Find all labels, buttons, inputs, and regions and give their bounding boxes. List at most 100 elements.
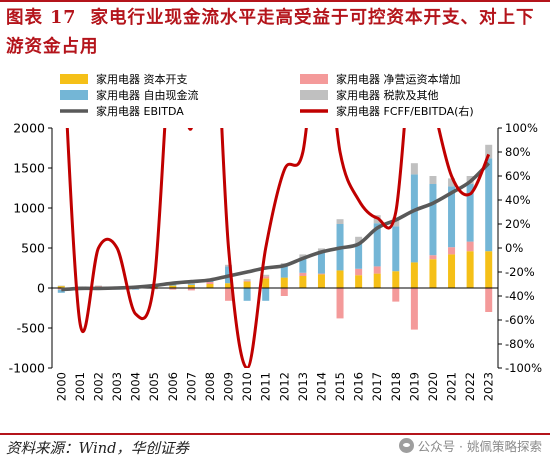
bar-fcf-2010 [243, 288, 251, 301]
bar-fcf-2000 [57, 289, 65, 293]
x-tick-label: 2005 [147, 372, 161, 401]
y-right-tick-label: -80% [505, 337, 535, 351]
bar-fcf-2021 [448, 186, 456, 248]
bar-working-capital-2023 [485, 288, 493, 312]
y-left-tick-label: 1500 [13, 161, 45, 176]
bar-fcf-2022 [466, 184, 474, 242]
watermark: 公众号 · 姚佩策略探索 [398, 436, 542, 455]
bar-working-capital-2006 [169, 288, 177, 290]
bar-fcf-2013 [299, 257, 307, 273]
legend-label-5: 家用电器 FCFF/EBITDA(右) [336, 104, 474, 118]
x-tick-label: 2001 [73, 372, 87, 401]
bar-tax-other-2009 [225, 264, 233, 267]
bar-capex-2012 [280, 277, 288, 288]
x-tick-label: 2006 [166, 372, 180, 401]
bar-fcf-2020 [429, 184, 437, 256]
bar-capex-2021 [448, 254, 456, 288]
x-tick-label: 2000 [54, 372, 68, 401]
bar-capex-2016 [355, 275, 363, 288]
x-tick-label: 2004 [129, 372, 143, 401]
wechat-icon [398, 438, 414, 453]
x-tick-label: 2002 [91, 372, 105, 401]
x-tick-label: 2021 [445, 372, 459, 401]
line-fcff-ebitda-ratio [65, 128, 491, 368]
bar-capex-2022 [466, 251, 474, 288]
bar-tax-other-2018 [392, 217, 400, 227]
bar-capex-2006 [169, 285, 177, 288]
figure-title: 图表 17 家电行业现金流水平走高受益于可控资本开支、对上下游资金占用 [6, 4, 546, 62]
bar-working-capital-2010 [243, 280, 251, 282]
y-left-tick-label: 500 [21, 241, 45, 256]
bar-tax-other-2020 [429, 176, 437, 184]
bar-fcf-2012 [280, 265, 288, 278]
bar-capex-2020 [429, 259, 437, 288]
bar-fcf-2011 [262, 288, 270, 301]
bar-working-capital-2013 [299, 272, 307, 276]
x-tick-label: 2015 [333, 372, 347, 401]
bar-tax-other-2000 [57, 285, 65, 287]
legend-swatch-3 [300, 90, 328, 100]
bar-fcf-2023 [485, 158, 493, 252]
x-tick-label: 2007 [184, 372, 198, 401]
bar-capex-2014 [317, 274, 325, 288]
x-tick-label: 2009 [222, 372, 236, 401]
bar-working-capital-2007 [187, 288, 195, 291]
figure-title-text: 家电行业现金流水平走高受益于可控资本开支、对上下游资金占用 [6, 8, 535, 57]
x-tick-label: 2019 [407, 372, 421, 401]
legend-label-1: 家用电器 净营运资本增加 [336, 72, 461, 86]
legend-swatch-1 [300, 74, 328, 84]
x-tick-label: 2020 [426, 372, 440, 401]
bar-working-capital-2021 [448, 247, 456, 255]
bar-capex-2011 [262, 278, 270, 288]
y-right-tick-label: 60% [505, 169, 531, 183]
bar-capex-2017 [373, 273, 381, 288]
bar-tax-other-2010 [243, 279, 251, 281]
bar-working-capital-2011 [262, 276, 270, 279]
x-tick-label: 2022 [463, 372, 477, 401]
bar-tax-other-2021 [448, 178, 456, 187]
y-right-tick-label: -100% [505, 361, 542, 375]
y-right-tick-label: -40% [505, 289, 535, 303]
bar-tax-other-2013 [299, 254, 307, 258]
bar-tax-other-2019 [410, 163, 418, 175]
y-left-tick-label: 1000 [13, 201, 45, 216]
bar-working-capital-2015 [336, 288, 344, 319]
header-top-rule [0, 0, 550, 2]
y-right-tick-label: 40% [505, 193, 531, 207]
bar-fcf-2018 [392, 226, 400, 272]
bar-tax-other-2023 [485, 144, 493, 159]
x-tick-label: 2010 [240, 372, 254, 401]
x-tick-label: 2013 [296, 372, 310, 401]
legend-swatch-2 [60, 90, 88, 100]
x-tick-label: 2017 [370, 372, 384, 401]
bar-fcf-2004 [132, 288, 140, 290]
y-right-tick-label: 100% [505, 121, 538, 135]
y-right-tick-label: -20% [505, 265, 535, 279]
bar-capex-2018 [392, 271, 400, 288]
y-right-tick-label: 20% [505, 217, 531, 231]
bar-fcf-2007 [187, 284, 195, 285]
bar-tax-other-2011 [262, 274, 270, 277]
bar-capex-2007 [187, 284, 195, 288]
bar-working-capital-2017 [373, 266, 381, 274]
bar-fcf-2017 [373, 223, 381, 267]
x-tick-label: 2003 [110, 372, 124, 401]
bar-capex-2019 [410, 262, 418, 288]
bar-capex-2023 [485, 251, 493, 288]
y-left-tick-label: 0 [37, 281, 45, 296]
bar-tax-other-2015 [336, 219, 344, 224]
x-tick-label: 2016 [352, 372, 366, 401]
bar-tax-other-2016 [355, 236, 363, 244]
bar-fcf-2014 [317, 252, 325, 274]
x-tick-label: 2012 [277, 372, 291, 401]
bar-working-capital-2019 [410, 288, 418, 330]
legend-swatch-0 [60, 74, 88, 84]
legend-label-4: 家用电器 EBITDA [96, 104, 184, 118]
watermark-text: 公众号 · 姚佩策略探索 [417, 439, 542, 454]
x-tick-label: 2018 [389, 372, 403, 401]
y-right-tick-label: -60% [505, 313, 535, 327]
bar-working-capital-2009 [225, 288, 233, 301]
legend-label-2: 家用电器 自由现金流 [96, 88, 199, 102]
bar-working-capital-2020 [429, 255, 437, 260]
